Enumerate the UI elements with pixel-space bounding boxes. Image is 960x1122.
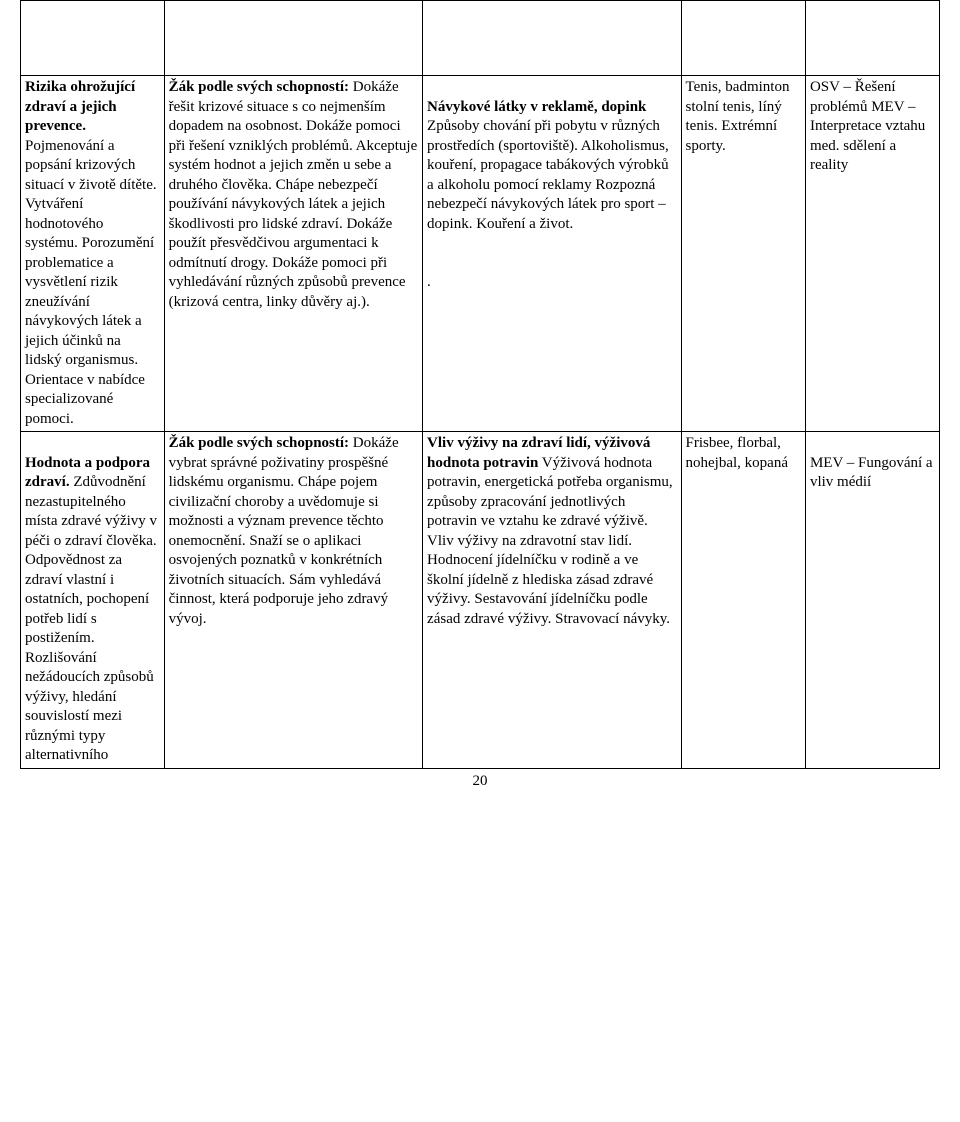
cell-outcomes: Žák podle svých schopností: Dokáže vybra… bbox=[164, 432, 422, 769]
cell-text-bold: Žák podle svých schopností: bbox=[169, 435, 349, 451]
cell-activities: Tenis, badminton stolní tenis, líný teni… bbox=[681, 76, 805, 432]
cell-text: Způsoby chování při pobytu v různých pro… bbox=[427, 118, 669, 290]
header-cell bbox=[805, 1, 939, 76]
cell-text: Pojmenování a popsání krizových situací … bbox=[25, 138, 157, 427]
page-container: Rizika ohrožující zdraví a jejich preven… bbox=[0, 0, 960, 810]
header-cell bbox=[164, 1, 422, 76]
cell-content: Návykové látky v reklamě, dopink Způsoby… bbox=[423, 76, 681, 432]
cell-content: Vliv výživy na zdraví lidí, výživová hod… bbox=[423, 432, 681, 769]
page-number: 20 bbox=[20, 773, 940, 790]
cell-text: OSV – Řešení problémů MEV – Interpretace… bbox=[810, 78, 935, 176]
cell-text-bold: Rizika ohrožující zdraví a jejich preven… bbox=[25, 79, 135, 134]
header-cell bbox=[21, 1, 165, 76]
cell-topic: Hodnota a podpora zdraví. Zdůvodnění nez… bbox=[21, 432, 165, 769]
table-header-row bbox=[21, 1, 940, 76]
cell-text: Dokáže řešit krizové situace s co nejmen… bbox=[169, 79, 418, 310]
table-row: Rizika ohrožující zdraví a jejich preven… bbox=[21, 76, 940, 432]
cell-text: Tenis, badminton stolní tenis, líný teni… bbox=[686, 78, 801, 156]
cell-crosslinks: MEV – Fungování a vliv médií bbox=[805, 432, 939, 769]
cell-outcomes: Žák podle svých schopností: Dokáže řešit… bbox=[164, 76, 422, 432]
table-row: Hodnota a podpora zdraví. Zdůvodnění nez… bbox=[21, 432, 940, 769]
cell-activities: Frisbee, florbal, nohejbal, kopaná bbox=[681, 432, 805, 769]
cell-text: Výživová hodnota potravin, energetická p… bbox=[427, 455, 673, 627]
cell-text: Frisbee, florbal, nohejbal, kopaná bbox=[686, 434, 801, 473]
header-cell bbox=[423, 1, 681, 76]
cell-text-bold: Návykové látky v reklamě, dopink bbox=[427, 99, 646, 115]
cell-text: Dokáže vybrat správné poživatiny prospěš… bbox=[169, 435, 399, 627]
header-cell bbox=[681, 1, 805, 76]
curriculum-table: Rizika ohrožující zdraví a jejich preven… bbox=[20, 0, 940, 769]
cell-text: Zdůvodnění nezastupitelného místa zdravé… bbox=[25, 474, 157, 763]
cell-text: MEV – Fungování a vliv médií bbox=[810, 434, 935, 493]
cell-topic: Rizika ohrožující zdraví a jejich preven… bbox=[21, 76, 165, 432]
cell-crosslinks: OSV – Řešení problémů MEV – Interpretace… bbox=[805, 76, 939, 432]
cell-text-bold: Žák podle svých schopností: bbox=[169, 79, 349, 95]
